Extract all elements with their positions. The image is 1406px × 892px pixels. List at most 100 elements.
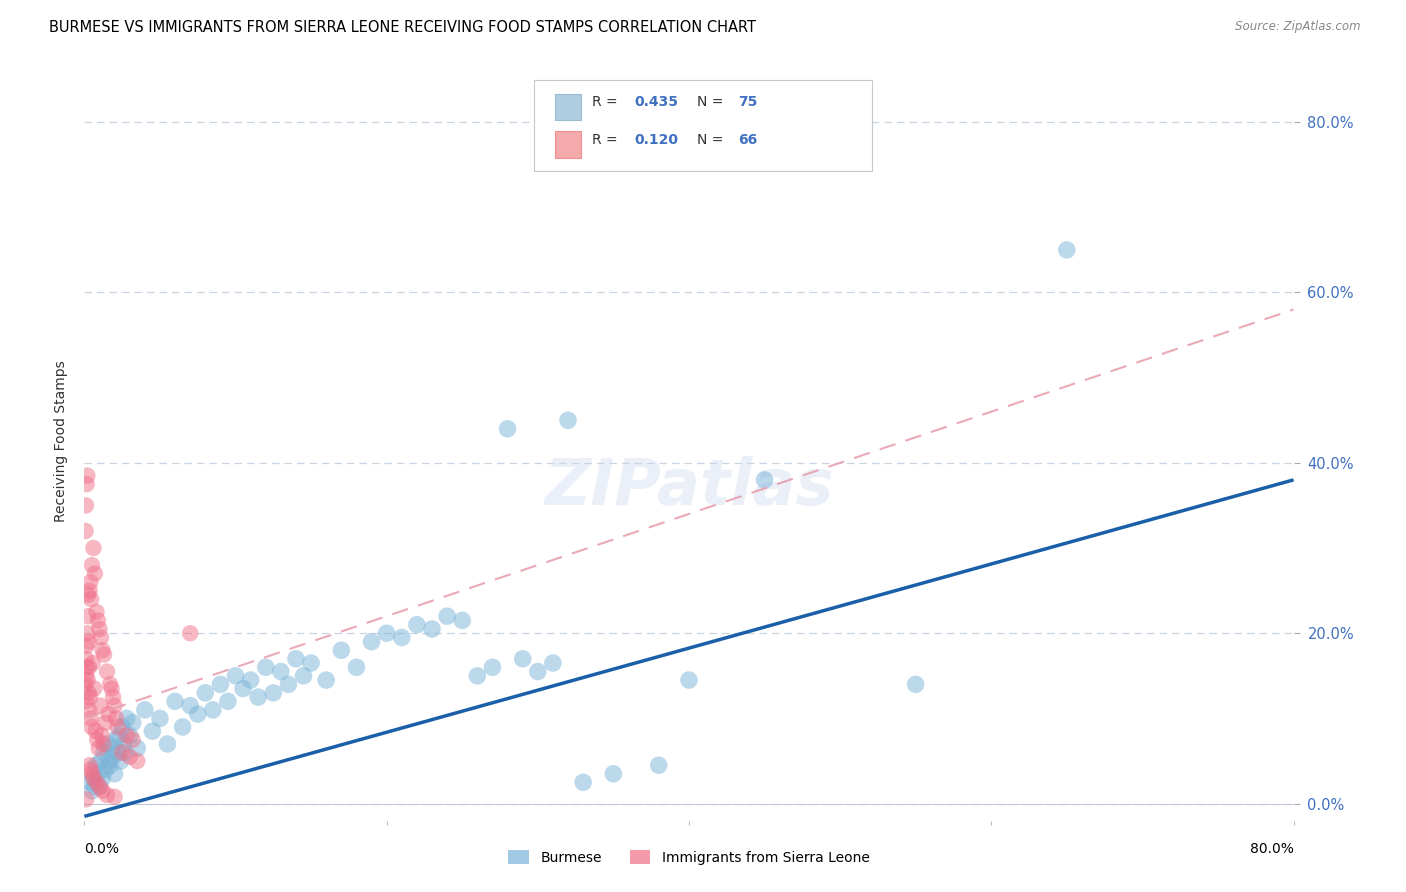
Point	[75, 524, 97, 538]
Point	[96, 665, 118, 679]
Point	[93, 648, 115, 662]
Point	[115, 728, 138, 742]
Point	[194, 686, 217, 700]
Point	[94, 715, 117, 730]
Point	[104, 766, 127, 780]
Text: R =: R =	[592, 95, 621, 110]
Point	[90, 631, 112, 645]
Text: 80.0%: 80.0%	[1250, 842, 1294, 856]
Point	[89, 780, 111, 794]
Point	[108, 728, 131, 742]
Point	[375, 626, 398, 640]
Point	[391, 631, 413, 645]
Point	[97, 754, 120, 768]
Point	[79, 758, 101, 772]
Point	[80, 766, 103, 780]
Point	[94, 763, 117, 777]
Point	[436, 609, 458, 624]
Point	[75, 792, 97, 806]
Point	[86, 732, 108, 747]
Point	[79, 763, 101, 777]
Point	[496, 422, 519, 436]
Point	[93, 746, 115, 760]
Text: 66: 66	[738, 133, 758, 147]
Point	[76, 477, 98, 491]
Point	[111, 720, 134, 734]
Point	[149, 711, 172, 725]
Point	[96, 788, 118, 802]
Point	[86, 758, 108, 772]
Point	[451, 614, 474, 628]
Point	[80, 558, 103, 572]
Point	[299, 656, 322, 670]
Point	[127, 754, 149, 768]
Point	[156, 737, 179, 751]
Point	[262, 686, 284, 700]
Text: N =: N =	[697, 133, 728, 147]
Point	[84, 724, 107, 739]
Point	[86, 775, 108, 789]
Point	[77, 588, 100, 602]
Point	[96, 737, 118, 751]
Point	[76, 660, 98, 674]
Point	[107, 720, 129, 734]
Point	[541, 656, 564, 670]
Point	[232, 681, 254, 696]
Legend: Burmese, Immigrants from Sierra Leone: Burmese, Immigrants from Sierra Leone	[503, 845, 875, 871]
Point	[270, 665, 292, 679]
Point	[114, 746, 136, 760]
Point	[420, 622, 443, 636]
Point	[89, 780, 111, 794]
Point	[82, 771, 104, 785]
Point	[105, 732, 128, 747]
Point	[201, 703, 224, 717]
Text: 75: 75	[738, 95, 758, 110]
Point	[75, 652, 97, 666]
Point	[118, 749, 141, 764]
Point	[80, 711, 103, 725]
Text: BURMESE VS IMMIGRANTS FROM SIERRA LEONE RECEIVING FOOD STAMPS CORRELATION CHART: BURMESE VS IMMIGRANTS FROM SIERRA LEONE …	[49, 20, 756, 35]
Point	[77, 609, 100, 624]
Text: Source: ZipAtlas.com: Source: ZipAtlas.com	[1236, 20, 1361, 33]
Point	[754, 473, 776, 487]
Point	[512, 652, 534, 666]
Point	[187, 707, 209, 722]
Point	[239, 673, 262, 687]
Point	[87, 741, 110, 756]
Point	[80, 784, 103, 798]
Point	[247, 690, 270, 705]
Point	[209, 677, 232, 691]
Point	[110, 754, 132, 768]
Point	[572, 775, 595, 789]
Point	[76, 639, 98, 653]
Point	[75, 669, 97, 683]
Point	[467, 669, 489, 683]
Point	[76, 626, 98, 640]
Point	[84, 780, 107, 794]
Point	[82, 771, 104, 785]
Point	[121, 715, 143, 730]
Point	[83, 681, 105, 696]
Point	[172, 720, 194, 734]
Point	[91, 737, 114, 751]
Point	[678, 673, 700, 687]
Point	[89, 622, 111, 636]
Point	[91, 784, 114, 798]
Point	[217, 694, 239, 708]
Point	[481, 660, 503, 674]
Point	[285, 652, 308, 666]
Point	[165, 694, 187, 708]
Point	[76, 468, 98, 483]
Point	[315, 673, 337, 687]
Point	[77, 686, 100, 700]
Point	[79, 690, 101, 705]
Point	[90, 728, 112, 742]
Point	[98, 677, 121, 691]
Point	[648, 758, 671, 772]
Point	[527, 665, 550, 679]
Point	[292, 669, 315, 683]
Point	[105, 711, 128, 725]
Y-axis label: Receiving Food Stamps: Receiving Food Stamps	[55, 360, 69, 523]
Point	[127, 741, 149, 756]
Point	[254, 660, 277, 674]
